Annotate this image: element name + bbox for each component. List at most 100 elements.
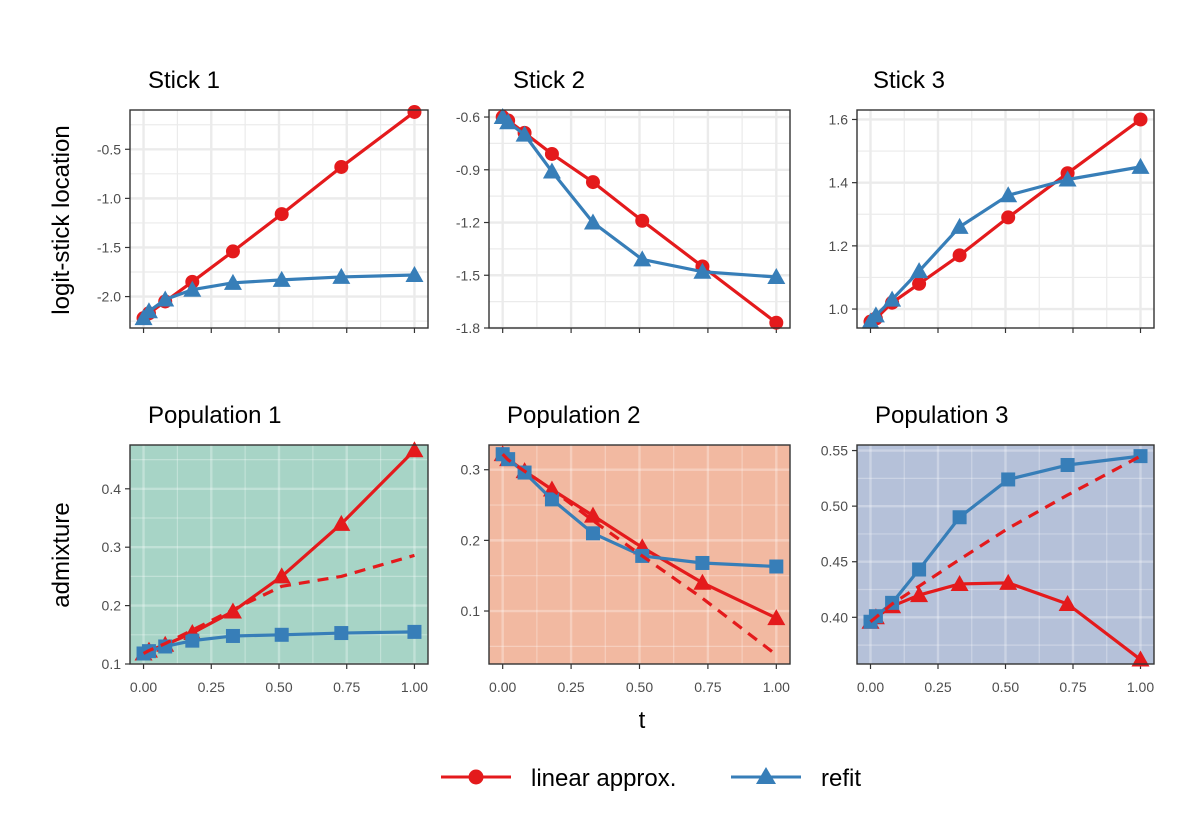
data-point bbox=[912, 562, 927, 577]
y-tick-label: -0.5 bbox=[97, 141, 121, 157]
data-point bbox=[156, 290, 175, 307]
data-point bbox=[950, 217, 969, 234]
y-tick-label: -1.5 bbox=[456, 267, 480, 283]
legend-label-refit: refit bbox=[821, 765, 861, 792]
data-point bbox=[693, 262, 712, 279]
data-point bbox=[1001, 210, 1016, 225]
x-tick-label: 0.25 bbox=[924, 679, 951, 695]
legend-marker-linear bbox=[468, 769, 484, 785]
series-refit bbox=[493, 108, 786, 285]
bottom-ylabel: admixture bbox=[48, 502, 75, 607]
y-tick-label: 0.50 bbox=[821, 498, 848, 514]
data-point bbox=[1058, 170, 1077, 187]
data-point bbox=[1131, 157, 1150, 174]
y-tick-label: 0.1 bbox=[102, 656, 122, 672]
data-point bbox=[334, 159, 349, 174]
panel-title: Population 1 bbox=[148, 402, 281, 429]
y-tick-label: 0.2 bbox=[461, 532, 481, 548]
panel-1: Stick 1 -0.5 -1.0 -1.5 -2.0 bbox=[97, 67, 429, 333]
data-point bbox=[952, 248, 967, 263]
data-point bbox=[1131, 650, 1150, 667]
x-tick-label: 0.25 bbox=[198, 679, 225, 695]
data-point bbox=[693, 573, 712, 590]
y-tick-label: -1.0 bbox=[97, 190, 121, 206]
x-tick-label: 0.00 bbox=[857, 679, 884, 695]
data-point bbox=[866, 306, 885, 323]
data-point bbox=[910, 262, 929, 279]
series-refit bbox=[134, 265, 424, 326]
panel-border bbox=[129, 444, 429, 665]
series-line bbox=[501, 453, 778, 657]
data-point bbox=[332, 267, 351, 284]
grid bbox=[857, 110, 1154, 328]
data-point bbox=[950, 574, 969, 591]
y-tick-label: 0.3 bbox=[461, 462, 481, 478]
panel-5: Population 2 0.1 0.2 0.3 0.00 0.25 0.50 0.75 1.0… bbox=[461, 402, 791, 695]
data-point bbox=[883, 290, 902, 307]
panel-background bbox=[130, 445, 428, 664]
data-point bbox=[999, 186, 1018, 203]
data-point bbox=[225, 628, 240, 643]
series-line bbox=[869, 454, 1142, 623]
data-point bbox=[1133, 449, 1148, 464]
series-dashed-linear-approx- bbox=[501, 453, 778, 657]
legend: linear approx. refit bbox=[441, 765, 861, 792]
y-tick-label: 1.6 bbox=[829, 111, 849, 127]
x-tick-label: 0.75 bbox=[1059, 679, 1086, 695]
data-point bbox=[544, 492, 559, 507]
series-dashed-linear-approx- bbox=[869, 454, 1142, 623]
x-tick-label: 1.00 bbox=[401, 679, 428, 695]
panel-border bbox=[856, 109, 1155, 329]
data-point bbox=[767, 268, 786, 285]
x-tick-label: 0.50 bbox=[626, 679, 653, 695]
data-point bbox=[635, 213, 650, 228]
x-tick-label: 0.25 bbox=[557, 679, 584, 695]
data-point bbox=[185, 633, 200, 648]
series-dashed-linear-approx- bbox=[142, 553, 415, 655]
data-point bbox=[1001, 472, 1016, 487]
data-point bbox=[139, 302, 158, 319]
data-point bbox=[183, 280, 202, 297]
data-point bbox=[274, 627, 289, 642]
data-point bbox=[910, 586, 929, 603]
y-tick-label: 0.3 bbox=[102, 539, 122, 555]
panel-border bbox=[488, 444, 791, 665]
data-point bbox=[274, 207, 289, 222]
series-line bbox=[142, 553, 415, 655]
panels: Stick 1 -0.5 -1.0 -1.5 -2.0 Stick 2 -0.6 -0.9 -1… bbox=[97, 67, 1155, 695]
data-point bbox=[407, 104, 422, 119]
data-point bbox=[583, 213, 602, 230]
data-point bbox=[769, 559, 784, 574]
y-tick-label: 1.0 bbox=[829, 301, 849, 317]
x-tick-label: 1.00 bbox=[1127, 679, 1154, 695]
data-point bbox=[633, 250, 652, 267]
legend-marker-refit bbox=[756, 767, 776, 784]
data-point bbox=[1133, 112, 1148, 127]
data-point bbox=[499, 113, 518, 130]
panel-border bbox=[129, 109, 429, 329]
x-tick-label: 0.50 bbox=[992, 679, 1019, 695]
data-point bbox=[912, 276, 927, 291]
panel-title: Stick 2 bbox=[513, 67, 585, 94]
panel-6: Population 3 0.40 0.45 0.50 0.55 0.00 0.25 0.50… bbox=[821, 402, 1155, 695]
y-tick-label: 1.2 bbox=[829, 238, 849, 254]
data-point bbox=[225, 244, 240, 259]
y-tick-label: 0.45 bbox=[821, 554, 848, 570]
grid bbox=[130, 110, 428, 328]
panel-3: Stick 3 1.0 1.2 1.4 1.6 bbox=[829, 67, 1155, 333]
data-point bbox=[585, 175, 600, 190]
data-point bbox=[272, 270, 291, 287]
data-point bbox=[405, 265, 424, 282]
x-tick-label: 0.50 bbox=[265, 679, 292, 695]
panel-4: Population 1 0.1 0.2 0.3 0.4 0.00 0.25 0.50 0.75… bbox=[102, 402, 429, 695]
panel-title: Population 2 bbox=[507, 402, 640, 429]
data-point bbox=[405, 441, 424, 458]
data-point bbox=[1058, 594, 1077, 611]
y-tick-label: 0.4 bbox=[102, 481, 122, 497]
data-point bbox=[952, 510, 967, 525]
panel-border bbox=[856, 444, 1155, 665]
data-point bbox=[223, 273, 242, 290]
y-tick-label: 0.2 bbox=[102, 598, 122, 614]
data-point bbox=[695, 555, 710, 570]
panel-2: Stick 2 -0.6 -0.9 -1.2 -1.5 -1.8 bbox=[456, 67, 791, 336]
